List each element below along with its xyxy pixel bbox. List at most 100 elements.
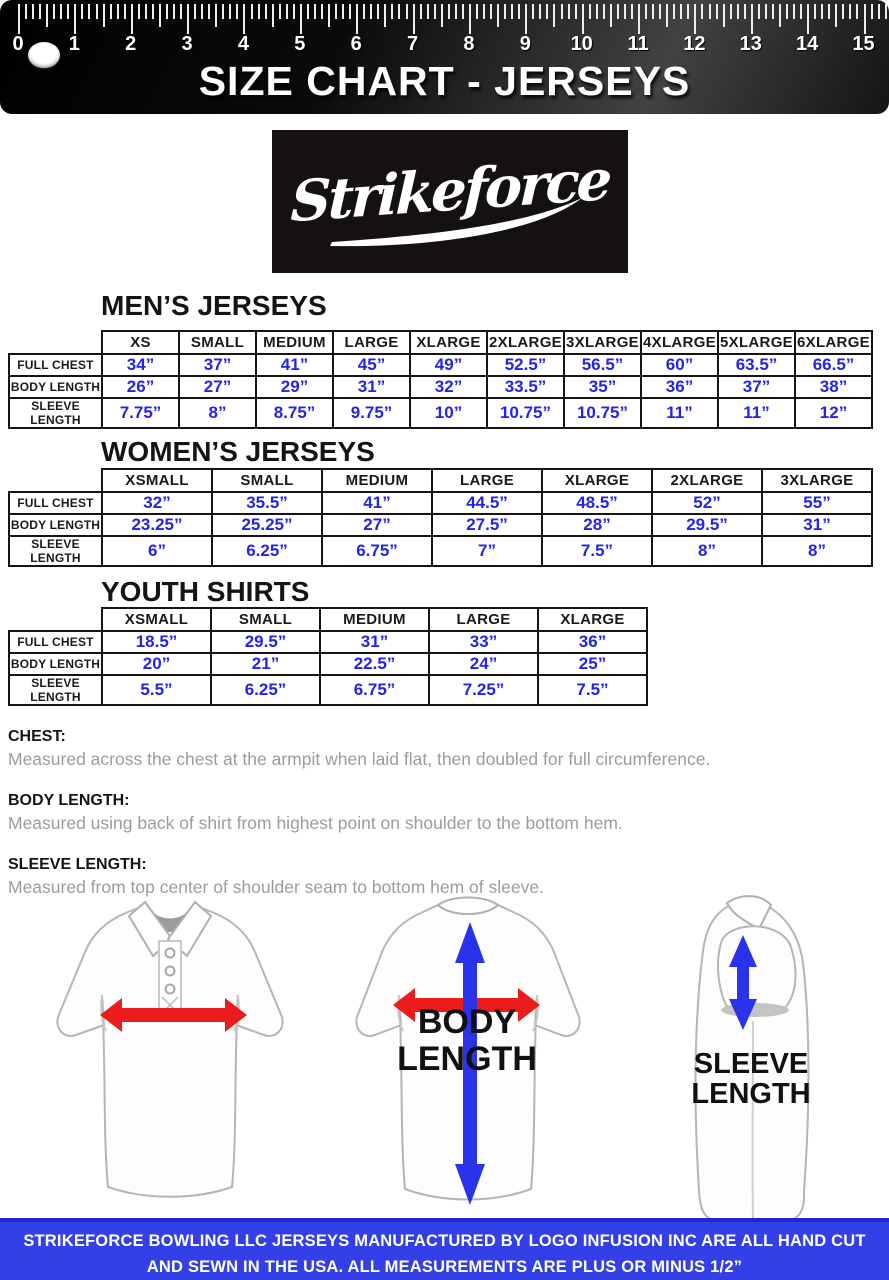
ruler-tick (483, 4, 486, 19)
ruler-tick (539, 4, 542, 19)
ruler-tick (335, 4, 338, 19)
front-shirt-body (56, 903, 284, 1198)
row-label: SLEEVE LENGTH (8, 535, 103, 567)
size-value: 55” (761, 491, 873, 515)
ruler-tick (638, 4, 641, 34)
ruler-tick (426, 4, 429, 19)
ruler-tick (222, 4, 225, 19)
size-value: 27.5” (431, 513, 543, 537)
column-header: 2XLARGE (486, 330, 565, 355)
definition-text: Measured from top center of shoulder sea… (8, 877, 544, 897)
ruler-hole (28, 42, 60, 68)
ruler-tick (447, 4, 450, 19)
ruler-tick (609, 4, 612, 27)
size-value: 38” (794, 375, 873, 399)
ruler-tick (356, 4, 359, 34)
column-header: MEDIUM (255, 330, 334, 355)
column-header: 4XLARGE (640, 330, 719, 355)
column-header: MEDIUM (321, 468, 433, 493)
ruler-tick (454, 4, 457, 19)
ruler-tick (729, 4, 732, 19)
definition-term: SLEEVE LENGTH: (8, 856, 147, 873)
ruler-tick (828, 4, 831, 19)
ruler-tick (257, 4, 260, 19)
ruler-tick (349, 4, 352, 19)
ruler-tick (511, 4, 514, 19)
body-length-label-line2: LENGTH (397, 1040, 537, 1078)
column-header: LARGE (332, 330, 411, 355)
ruler-number: 0 (12, 33, 24, 55)
ruler-tick (440, 4, 443, 27)
ruler-tick (137, 4, 140, 19)
column-header: 5XLARGE (717, 330, 796, 355)
column-header: MEDIUM (319, 607, 430, 632)
size-value: 20” (101, 652, 212, 676)
size-value: 56.5” (563, 353, 642, 377)
ruler-tick (532, 4, 535, 19)
youth-size-table: XSMALL SMALL MEDIUM LARGE XLARGE FULL CHEST 18… (8, 607, 648, 706)
ruler-tick (67, 4, 70, 19)
body-length-arrow (455, 922, 485, 1205)
ruler-tick (328, 4, 331, 27)
ruler-tick (800, 4, 803, 19)
ruler-number: 6 (350, 33, 362, 55)
size-value: 10” (409, 397, 488, 429)
column-header: SMALL (178, 330, 257, 355)
column-header: 2XLARGE (651, 468, 763, 493)
corner-cell (9, 469, 102, 492)
ruler-tick (659, 4, 662, 19)
body-length-label-line1: BODY (418, 1003, 517, 1041)
size-value: 66.5” (794, 353, 873, 377)
size-value: 27” (178, 375, 257, 399)
size-value: 33.5” (486, 375, 565, 399)
ruler-tick (581, 4, 584, 34)
ruler-tick (412, 4, 415, 34)
column-header: XLARGE (541, 468, 653, 493)
size-value: 6.75” (319, 674, 430, 706)
corner-cell (9, 331, 102, 354)
ruler-tick (250, 4, 253, 19)
ruler-tick (525, 4, 528, 34)
ruler-tick (715, 4, 718, 19)
ruler-tick (666, 4, 669, 27)
size-value: 7.5” (537, 674, 648, 706)
ruler-tick (398, 4, 401, 19)
ruler-tick (95, 4, 98, 19)
column-header: SMALL (211, 468, 323, 493)
table-row: BODY LENGTH 23.25” 25.25” 27” 27.5” 28” 29.5” 3… (8, 513, 873, 537)
column-header: XS (101, 330, 180, 355)
ruler-number: 9 (519, 33, 531, 55)
ruler-number: 5 (294, 33, 306, 55)
row-label: FULL CHEST (8, 491, 103, 515)
size-value: 37” (178, 353, 257, 377)
ruler-number: 7 (407, 33, 419, 55)
ruler-tick (299, 4, 302, 34)
sleeve-length-label-line1: SLEEVE (694, 1048, 808, 1080)
ruler-tick (877, 4, 880, 19)
measurement-definitions: CHEST: Measured across the chest at the … (8, 728, 881, 920)
sleeve-length-arrow (729, 935, 757, 1030)
definition-item: BODY LENGTH: Measured using back of shir… (8, 792, 881, 834)
ruler-tick (109, 4, 112, 19)
ruler-tick (173, 4, 175, 19)
size-value: 7.75” (101, 397, 180, 429)
youth-section-title: YOUTH SHIRTS (101, 576, 310, 607)
size-value: 22.5” (319, 652, 430, 676)
ruler-tick (708, 4, 711, 19)
ruler-tick (778, 4, 781, 27)
size-value: 52” (651, 491, 763, 515)
ruler-tick (391, 4, 394, 19)
size-value: 26” (101, 375, 180, 399)
ruler-tick (835, 4, 838, 27)
definition-item: CHEST: Measured across the chest at the … (8, 728, 881, 770)
size-value: 11” (717, 397, 796, 429)
size-value: 9.75” (332, 397, 411, 429)
ruler-number: 10 (570, 33, 593, 55)
table-row: BODY LENGTH 20” 21” 22.5” 24” 25” (8, 652, 648, 676)
ruler-tick (194, 4, 197, 19)
size-value: 23.25” (101, 513, 213, 537)
logo-underline-swoosh (330, 198, 582, 247)
ruler-tick (673, 4, 676, 19)
ruler-tick (870, 4, 873, 19)
ruler-tick (694, 4, 697, 34)
